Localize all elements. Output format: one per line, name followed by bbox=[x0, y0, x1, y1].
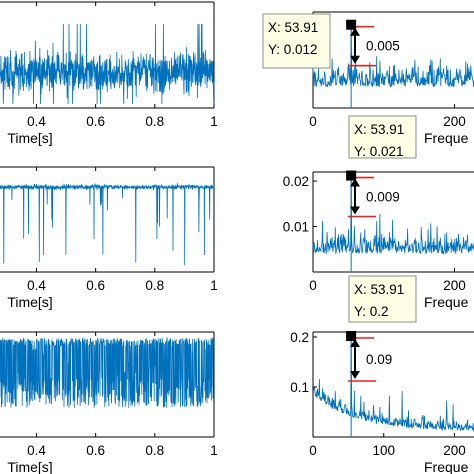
x-tick-label: 0.6 bbox=[86, 278, 105, 293]
y-tick-label: 0.2 bbox=[290, 330, 309, 345]
x-axis-label: Time[s] bbox=[7, 130, 52, 146]
datatip-marker[interactable] bbox=[346, 19, 357, 30]
x-tick-label: 1 bbox=[210, 114, 218, 129]
x-axis-label: Freque bbox=[424, 459, 469, 474]
x-tick-label: 0.6 bbox=[86, 443, 105, 458]
x-tick-label: 0.4 bbox=[27, 443, 46, 458]
x-tick-label: 1 bbox=[210, 443, 218, 458]
x-axis-label: Freque bbox=[424, 294, 469, 310]
time-signal-line bbox=[0, 23, 215, 105]
arrow-head-down-icon bbox=[350, 371, 360, 379]
spectrum-line bbox=[312, 176, 474, 255]
arrow-head-down-icon bbox=[350, 55, 360, 64]
x-tick-label: 0.8 bbox=[145, 114, 164, 129]
datatip-y-text: Y: 0.012 bbox=[268, 42, 318, 57]
x-tick-label: 0.8 bbox=[145, 443, 164, 458]
arrow-head-up-icon bbox=[350, 178, 360, 187]
x-tick-label: 200 bbox=[443, 114, 466, 129]
time-signal-line bbox=[0, 336, 215, 409]
datatip-y-text: Y: 0.2 bbox=[354, 304, 389, 319]
spectrum-line bbox=[312, 336, 474, 432]
time-plot-1: 0.4 0.6 0.8 1 Time[s] bbox=[0, 1, 218, 146]
x-axis-label: Time[s] bbox=[7, 294, 52, 310]
arrow-head-up-icon bbox=[350, 339, 360, 347]
x-axis-label: Freque bbox=[424, 130, 469, 146]
spectrum-plot-2: 0 200 0.01 0.02 Freque 0.009 bbox=[283, 170, 474, 310]
datatip-x-text: X: 53.91 bbox=[354, 122, 404, 137]
x-tick-label: 200 bbox=[443, 278, 466, 293]
y-tick-label: 0.01 bbox=[283, 220, 309, 235]
x-tick-label: 0.8 bbox=[145, 278, 164, 293]
time-plot-2: 0.4 0.6 0.8 1 Time[s] bbox=[0, 166, 218, 310]
datatip-box bbox=[348, 115, 417, 159]
x-tick-label: 0 bbox=[309, 114, 317, 129]
spectrum-line bbox=[312, 25, 474, 88]
x-tick-label: 0.6 bbox=[86, 114, 105, 129]
x-tick-label: 0.4 bbox=[27, 278, 46, 293]
x-tick-label: 100 bbox=[372, 443, 395, 458]
datatip-box bbox=[348, 275, 417, 323]
difference-label: 0.005 bbox=[366, 39, 400, 54]
datatip-3[interactable]: X: 53.91 Y: 0.2 bbox=[348, 275, 417, 323]
y-tick-label: 0.02 bbox=[283, 174, 309, 189]
x-tick-label: 0 bbox=[309, 443, 317, 458]
datatip-box bbox=[262, 13, 331, 69]
arrow-head-down-icon bbox=[350, 206, 360, 215]
spectrum-plot-3: 0 100 200 0.1 0.2 Freque 0.09 bbox=[290, 330, 474, 474]
datatip-2[interactable]: X: 53.91 Y: 0.021 bbox=[348, 115, 417, 159]
datatip-marker[interactable] bbox=[346, 170, 357, 181]
x-tick-label: 200 bbox=[443, 443, 466, 458]
difference-label: 0.09 bbox=[366, 352, 392, 367]
time-signal-line bbox=[0, 182, 215, 266]
x-tick-label: 0 bbox=[309, 278, 317, 293]
arrow-head-up-icon bbox=[350, 27, 360, 36]
x-tick-label: 0.4 bbox=[27, 114, 46, 129]
datatip-x-text: X: 53.91 bbox=[354, 282, 404, 297]
y-tick-label: 0.1 bbox=[290, 380, 309, 395]
datatip-x-text: X: 53.91 bbox=[268, 20, 318, 35]
datatip-y-text: Y: 0.021 bbox=[354, 144, 404, 159]
x-axis-label: Time[s] bbox=[7, 459, 52, 474]
difference-label: 0.009 bbox=[366, 190, 400, 205]
datatip-marker[interactable] bbox=[346, 331, 357, 341]
x-tick-label: 1 bbox=[210, 278, 218, 293]
datatip-1[interactable]: X: 53.91 Y: 0.012 bbox=[262, 13, 331, 69]
time-plot-3: 0.4 0.6 0.8 1 Time[s] bbox=[0, 331, 218, 474]
